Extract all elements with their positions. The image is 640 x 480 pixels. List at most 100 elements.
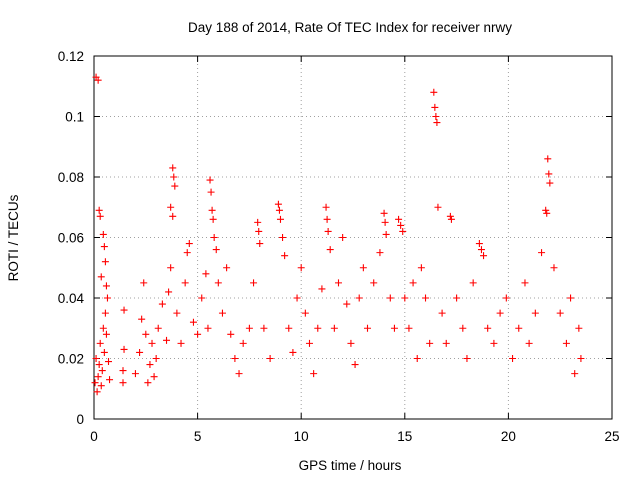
data-point xyxy=(301,309,309,317)
data-point xyxy=(96,339,104,347)
data-point xyxy=(167,203,175,211)
data-point xyxy=(542,206,550,214)
grid-lines xyxy=(94,56,612,419)
data-point xyxy=(223,264,231,272)
data-point xyxy=(94,373,102,381)
data-point xyxy=(490,339,498,347)
data-point xyxy=(209,215,217,223)
data-point xyxy=(469,279,477,287)
data-point xyxy=(339,234,347,241)
data-point xyxy=(305,339,313,347)
data-point xyxy=(274,200,282,208)
data-point xyxy=(447,215,455,223)
data-point xyxy=(208,206,216,214)
data-point xyxy=(198,294,206,302)
data-point xyxy=(254,218,262,226)
data-point xyxy=(92,355,100,362)
data-point xyxy=(434,203,442,211)
data-point xyxy=(119,367,127,375)
y-tick-label: 0.08 xyxy=(58,170,84,185)
data-point xyxy=(297,264,305,272)
data-point xyxy=(433,119,441,127)
data-point xyxy=(152,355,160,362)
data-point xyxy=(102,330,110,338)
data-point xyxy=(422,294,430,302)
data-point xyxy=(399,227,407,235)
data-point xyxy=(170,173,178,181)
data-point xyxy=(401,294,409,302)
data-point xyxy=(103,294,111,302)
y-tick-label: 0.04 xyxy=(58,291,85,306)
y-axis-label: ROTI / TECUs xyxy=(6,194,21,281)
data-point xyxy=(525,339,533,347)
data-points xyxy=(91,73,585,396)
data-point xyxy=(235,370,243,378)
data-point xyxy=(181,279,189,287)
y-tick-label: 0.12 xyxy=(58,49,84,64)
data-point xyxy=(150,373,158,381)
data-point xyxy=(101,309,109,317)
data-point xyxy=(144,379,152,387)
data-point xyxy=(173,309,181,317)
data-point xyxy=(171,182,179,190)
data-point xyxy=(99,230,107,238)
data-point xyxy=(571,370,579,378)
x-axis-label: GPS time / hours xyxy=(299,458,402,473)
data-point xyxy=(475,240,483,248)
data-point xyxy=(98,367,106,375)
data-point xyxy=(91,379,99,387)
data-point xyxy=(289,348,297,356)
x-tick-label: 20 xyxy=(501,429,516,444)
data-point xyxy=(376,249,384,257)
data-point xyxy=(285,324,293,332)
data-point xyxy=(177,339,185,347)
data-point xyxy=(546,179,554,187)
data-point xyxy=(279,234,287,241)
y-tick-label: 0.1 xyxy=(65,110,84,125)
data-point xyxy=(165,288,173,296)
data-point xyxy=(99,324,107,332)
data-point xyxy=(138,315,146,323)
data-point xyxy=(324,227,332,235)
data-point xyxy=(183,249,191,257)
data-point xyxy=(413,355,421,362)
data-point xyxy=(343,300,351,308)
data-point xyxy=(545,170,553,178)
data-point xyxy=(544,155,552,163)
x-tick-label: 10 xyxy=(294,429,309,444)
data-point xyxy=(169,212,177,220)
data-point xyxy=(351,361,359,369)
axis-ticks: 0 0.02 0.04 0.06 0.08 0.1 0.12 0 5 10 15 20 25 xyxy=(58,49,620,444)
data-point xyxy=(97,382,105,390)
data-point xyxy=(431,103,439,111)
data-point xyxy=(266,355,274,362)
data-point xyxy=(119,379,127,387)
data-point xyxy=(189,318,197,326)
data-point xyxy=(256,240,264,248)
data-point xyxy=(426,339,434,347)
data-point xyxy=(163,336,171,344)
data-point xyxy=(550,264,558,272)
data-point xyxy=(275,206,283,214)
data-point xyxy=(562,339,570,347)
data-point xyxy=(105,358,113,366)
data-point xyxy=(390,324,398,332)
data-point xyxy=(446,212,454,220)
data-point xyxy=(245,324,253,332)
data-point xyxy=(148,339,156,347)
data-point xyxy=(231,355,239,362)
data-point xyxy=(480,252,488,260)
data-point xyxy=(359,264,367,272)
data-point xyxy=(106,376,114,384)
data-point xyxy=(397,221,405,229)
data-point xyxy=(330,324,338,332)
data-point xyxy=(370,279,378,287)
data-point xyxy=(380,209,388,217)
data-point xyxy=(95,206,103,214)
data-point xyxy=(430,88,438,96)
data-point xyxy=(502,294,510,302)
data-point xyxy=(97,273,105,281)
data-point xyxy=(347,339,355,347)
data-point xyxy=(432,113,440,120)
data-point xyxy=(567,294,575,302)
